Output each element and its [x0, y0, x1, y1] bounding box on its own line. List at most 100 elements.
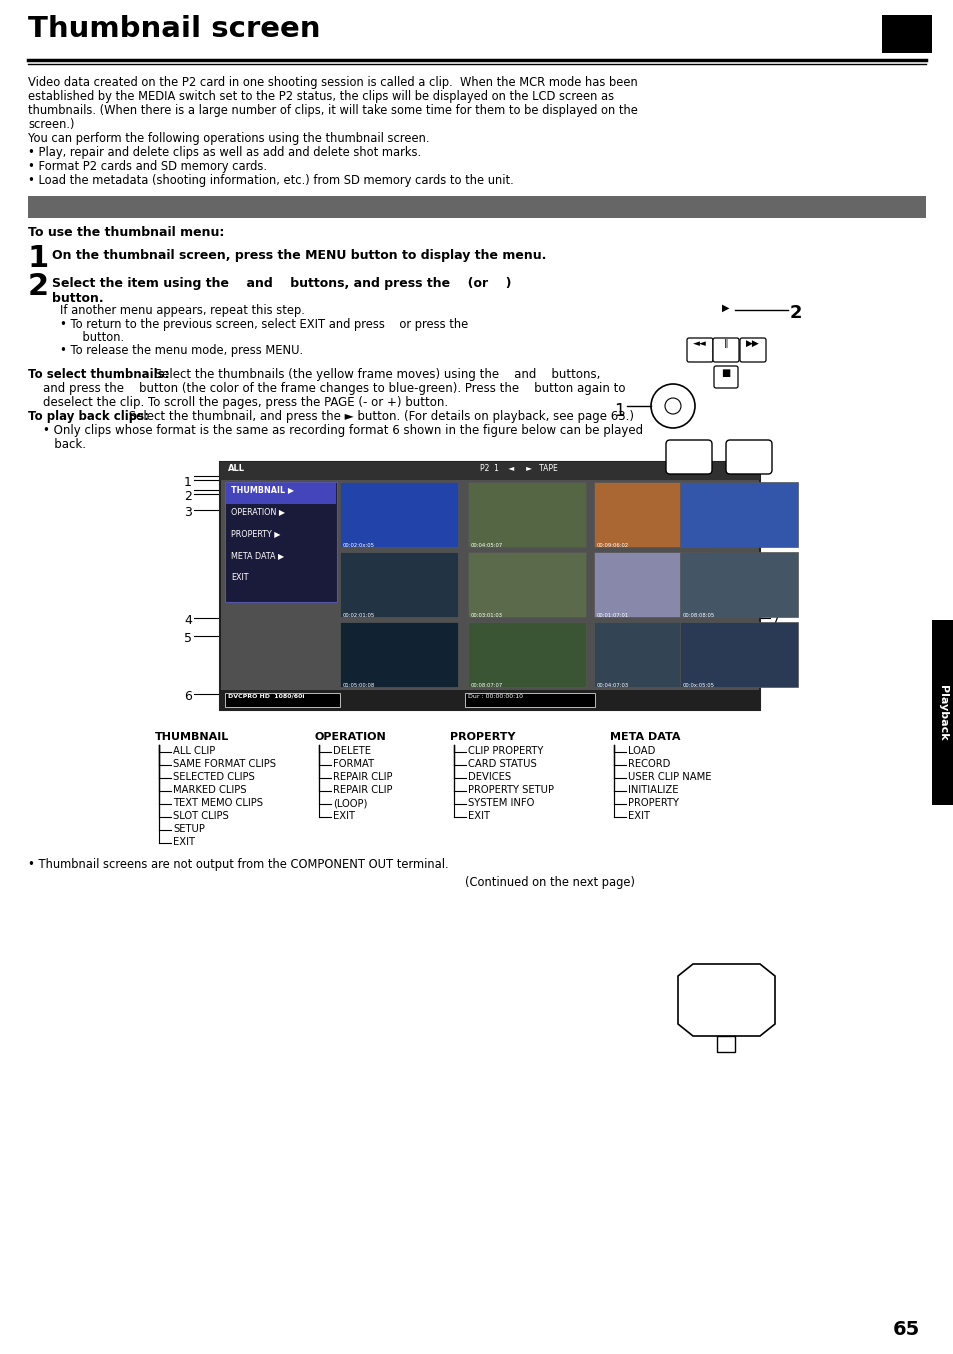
Text: (LOOP): (LOOP) [333, 798, 367, 808]
Text: OPERATION ▶: OPERATION ▶ [231, 506, 285, 516]
Text: EXIT: EXIT [468, 811, 490, 821]
Text: EXIT: EXIT [627, 811, 649, 821]
Bar [468, 482, 585, 547]
Bar [220, 462, 760, 709]
FancyBboxPatch shape [712, 338, 739, 362]
Text: To play back clips:: To play back clips: [28, 410, 149, 422]
Text: If another menu appears, repeat this step.: If another menu appears, repeat this ste… [60, 305, 305, 317]
Text: back.: back. [28, 437, 86, 451]
Text: Thumbnail screen: Thumbnail screen [28, 15, 320, 43]
Text: ‖: ‖ [723, 338, 727, 348]
Bar [226, 548, 335, 570]
Text: PROPERTY SETUP: PROPERTY SETUP [468, 785, 554, 795]
Text: P2  1    ◄     ►   TAPE: P2 1 ◄ ► TAPE [479, 464, 558, 473]
Bar [339, 552, 457, 617]
Text: deselect the clip. To scroll the pages, press the PAGE (- or +) button.: deselect the clip. To scroll the pages, … [28, 395, 448, 409]
FancyBboxPatch shape [665, 440, 711, 474]
Text: 01:05:00:08: 01:05:00:08 [343, 682, 375, 688]
Bar [594, 552, 711, 617]
Text: Select the thumbnail, and press the ► button. (For details on playback, see page: Select the thumbnail, and press the ► bu… [125, 410, 634, 422]
Text: 00:08:08:05: 00:08:08:05 [682, 613, 715, 617]
Text: and press the    button (the color of the frame changes to blue-green). Press th: and press the button (the color of the f… [28, 382, 625, 395]
Text: SAME FORMAT CLIPS: SAME FORMAT CLIPS [172, 760, 275, 769]
Text: LOAD: LOAD [627, 746, 655, 756]
Text: ALL: ALL [228, 464, 245, 473]
Text: ▶: ▶ [721, 303, 729, 313]
Bar [339, 482, 457, 547]
Text: THUMBNAIL ▶: THUMBNAIL ▶ [231, 485, 294, 494]
Text: 3: 3 [184, 506, 192, 519]
Text: 00:02:0x:05: 00:02:0x:05 [343, 543, 375, 548]
Bar [226, 505, 335, 525]
Text: SETUP: SETUP [172, 825, 205, 834]
Bar [679, 621, 797, 686]
Text: Playback: Playback [937, 685, 947, 741]
Bar [468, 621, 585, 686]
Text: On the thumbnail screen, press the MENU button to display the menu.: On the thumbnail screen, press the MENU … [52, 249, 546, 263]
Bar [226, 527, 335, 548]
Text: 00:08:07:07: 00:08:07:07 [471, 682, 503, 688]
Text: button.: button. [52, 292, 104, 305]
Text: ALL CLIP: ALL CLIP [172, 746, 215, 756]
Text: PROPERTY: PROPERTY [627, 798, 679, 808]
Text: CLIP PROPERTY: CLIP PROPERTY [468, 746, 543, 756]
Bar [464, 693, 595, 707]
Text: 00:02:01:05: 00:02:01:05 [343, 613, 375, 617]
Text: 2: 2 [28, 272, 49, 301]
Text: SYSTEM INFO: SYSTEM INFO [468, 798, 534, 808]
Text: 00:03:01:03: 00:03:01:03 [471, 613, 502, 617]
Text: 00:01:07:01: 00:01:07:01 [597, 613, 629, 617]
Text: ■: ■ [720, 368, 730, 378]
Text: 5: 5 [184, 632, 192, 645]
Bar [220, 462, 760, 481]
Text: • Only clips whose format is the same as recording format 6 shown in the figure : • Only clips whose format is the same as… [28, 424, 642, 437]
Text: 8: 8 [771, 630, 780, 643]
Text: 00:0x:05:05: 00:0x:05:05 [682, 682, 714, 688]
Text: SELECTED CLIPS: SELECTED CLIPS [172, 772, 254, 783]
Bar [226, 571, 335, 592]
Text: established by the MEDIA switch set to the P2 status, the clips will be displaye: established by the MEDIA switch set to t… [28, 89, 614, 103]
Bar [594, 621, 711, 686]
Bar [679, 552, 797, 617]
Text: +: + [759, 460, 770, 475]
Text: 1: 1 [28, 244, 50, 274]
Text: MARKED CLIPS: MARKED CLIPS [172, 785, 246, 795]
Bar [225, 693, 339, 707]
Bar [679, 482, 797, 547]
FancyBboxPatch shape [740, 338, 765, 362]
Text: • Play, repair and delete clips as well as add and delete shot marks.: • Play, repair and delete clips as well … [28, 146, 420, 158]
Bar [339, 621, 457, 686]
Text: Video data created on the P2 card in one shooting session is called a clip.  Whe: Video data created on the P2 card in one… [28, 76, 638, 89]
Text: 2: 2 [789, 305, 801, 322]
Bar [28, 196, 925, 218]
Text: INITIALIZE: INITIALIZE [627, 785, 678, 795]
Text: Select the item using the    and    buttons, and press the    (or    ): Select the item using the and buttons, a… [52, 278, 511, 290]
Text: TEXT MEMO CLIPS: TEXT MEMO CLIPS [172, 798, 263, 808]
Text: thumbnails. (When there is a large number of clips, it will take some time for t: thumbnails. (When there is a large numbe… [28, 104, 638, 116]
Text: DELETE: DELETE [333, 746, 371, 756]
Text: To use the thumbnail menu:: To use the thumbnail menu: [28, 226, 224, 240]
Text: Basic thumbnail screen operations: Basic thumbnail screen operations [35, 198, 307, 213]
FancyBboxPatch shape [725, 440, 771, 474]
Text: 1: 1 [614, 402, 624, 420]
Text: 4: 4 [184, 613, 192, 627]
Text: REPAIR CLIP: REPAIR CLIP [333, 772, 392, 783]
Text: EXIT: EXIT [172, 837, 194, 848]
Text: 6: 6 [184, 691, 192, 703]
Text: META DATA ▶: META DATA ▶ [231, 551, 284, 561]
Bar [882, 15, 931, 53]
Text: • To release the menu mode, press MENU.: • To release the menu mode, press MENU. [60, 344, 303, 357]
Text: EXIT: EXIT [231, 573, 248, 582]
FancyBboxPatch shape [713, 366, 738, 389]
Text: META DATA: META DATA [609, 733, 679, 742]
Text: DEVICES: DEVICES [468, 772, 511, 783]
Text: USER CLIP NAME: USER CLIP NAME [627, 772, 711, 783]
Text: 7: 7 [771, 613, 780, 627]
Text: screen.): screen.) [28, 118, 74, 131]
Text: ◄◄: ◄◄ [693, 338, 706, 348]
Bar [226, 483, 335, 504]
Text: You can perform the following operations using the thumbnail screen.: You can perform the following operations… [28, 131, 429, 145]
Bar [594, 482, 711, 547]
Text: To select thumbnails:: To select thumbnails: [28, 368, 170, 380]
Text: OPERATION: OPERATION [314, 733, 386, 742]
